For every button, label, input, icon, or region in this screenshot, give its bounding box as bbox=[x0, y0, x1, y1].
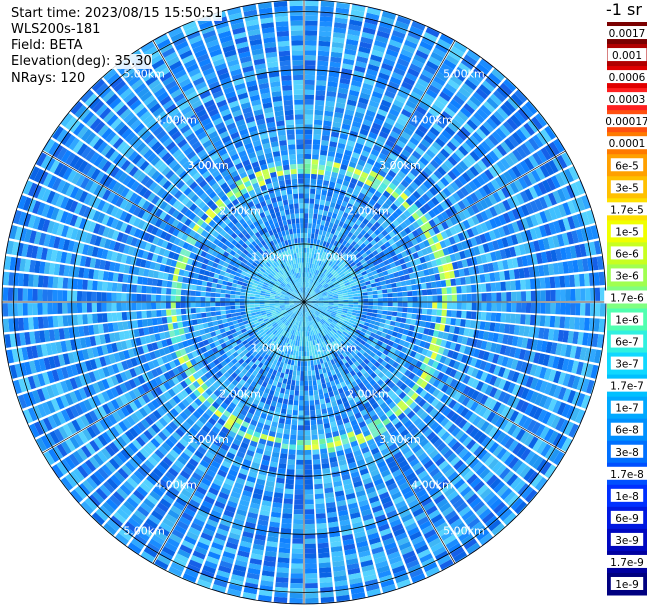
colorbar-tick-label: 1e-8 bbox=[615, 491, 639, 503]
colorbar-tick-label: 1e-7 bbox=[615, 403, 639, 415]
ring-label: 1.00km bbox=[315, 250, 357, 263]
spoke-300 bbox=[303, 40, 456, 303]
ring-label: 1.00km bbox=[315, 342, 357, 355]
ring-label: 2.00km bbox=[219, 205, 261, 218]
ring-label: 5.00km bbox=[123, 524, 165, 537]
device-label: WLS200s-181 bbox=[11, 22, 101, 37]
colorbar-tick-label: 1.7e-6 bbox=[610, 292, 644, 304]
ring-label: 4.00km bbox=[411, 479, 453, 492]
spoke-120 bbox=[152, 301, 305, 564]
start-time-label: Start time: 2023/08/15 15:50:51 bbox=[11, 6, 223, 21]
spoke-240 bbox=[152, 40, 305, 303]
colorbar-tick-label: 3e-9 bbox=[615, 535, 639, 547]
ring-label: 1.00km bbox=[251, 250, 293, 263]
ring-label: 3.00km bbox=[187, 159, 229, 172]
colorbar-unit-label: -1 sr bbox=[606, 0, 642, 19]
spoke-150 bbox=[42, 301, 305, 454]
colorbar-tick-label: 6e-8 bbox=[615, 425, 639, 437]
spoke-60 bbox=[303, 301, 456, 564]
colorbar-tick-label: 3e-6 bbox=[615, 270, 639, 282]
ring-label: 3.00km bbox=[379, 433, 421, 446]
ring-label: 2.00km bbox=[347, 387, 389, 400]
spoke-330 bbox=[303, 150, 566, 303]
colorbar-tick-label: 0.0006 bbox=[609, 72, 646, 84]
ring-label: 1.00km bbox=[251, 342, 293, 355]
colorbar-tick-label: 1.7e-7 bbox=[610, 381, 644, 393]
colorbar-tick-label: 6e-9 bbox=[615, 513, 639, 525]
spoke-30 bbox=[303, 301, 566, 454]
field-label: Field: BETA bbox=[11, 38, 83, 53]
colorbar-tick-label: 1.7e-5 bbox=[610, 204, 644, 216]
colorbar-tick-label: 6e-6 bbox=[615, 248, 639, 260]
colorbar-tick-label: 3e-8 bbox=[615, 447, 639, 459]
colorbar-tick-label: 6e-7 bbox=[615, 337, 639, 349]
nrays-label: NRays: 120 bbox=[11, 71, 86, 86]
ring-label: 2.00km bbox=[347, 205, 389, 218]
colorbar-tick-label: 0.001 bbox=[612, 50, 642, 62]
colorbar-tick-label: 3e-7 bbox=[615, 359, 639, 371]
ring-label: 5.00km bbox=[443, 524, 485, 537]
ring-label: 3.00km bbox=[187, 433, 229, 446]
ring-label: 4.00km bbox=[411, 113, 453, 126]
colorbar-tick-label: 6e-5 bbox=[615, 160, 639, 172]
colorbar-tick-label: 0.0003 bbox=[609, 94, 646, 106]
ring-label: 5.00km bbox=[123, 68, 165, 81]
colorbar-tick-label: 0.00017 bbox=[605, 116, 647, 128]
spoke-210 bbox=[42, 150, 305, 303]
colorbar-tick-label: 0.0017 bbox=[609, 28, 646, 40]
ring-label: 5.00km bbox=[443, 68, 485, 81]
colorbar-tick-label: 1.7e-8 bbox=[610, 469, 644, 481]
ring-label: 3.00km bbox=[379, 159, 421, 172]
colorbar-tick-label: 3e-5 bbox=[615, 182, 639, 194]
ring-label: 2.00km bbox=[219, 387, 261, 400]
elevation-label: Elevation(deg): 35.30 bbox=[11, 54, 152, 69]
colorbar-tick-label: 1.7e-9 bbox=[610, 557, 644, 569]
ring-label: 4.00km bbox=[155, 479, 197, 492]
colorbar-tick-label: 1e-9 bbox=[615, 579, 639, 591]
colorbar-tick-label: 0.0001 bbox=[609, 138, 646, 150]
colorbar-tick-label: 1e-5 bbox=[615, 226, 639, 238]
ring-label: 4.00km bbox=[155, 113, 197, 126]
colorbar-tick-label: 1e-6 bbox=[615, 315, 639, 327]
